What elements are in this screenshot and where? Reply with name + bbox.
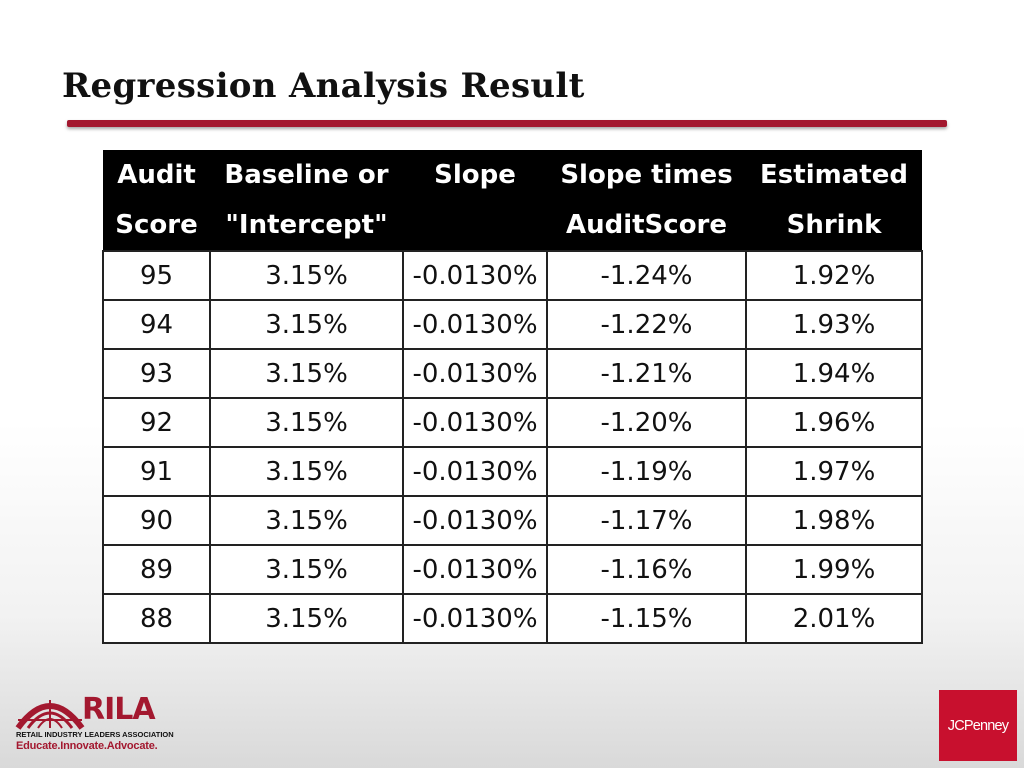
- cell-slope: -0.0130%: [402, 544, 548, 595]
- table-body: 95 3.15% -0.0130% -1.24% 1.92% 94 3.15% …: [102, 250, 923, 644]
- cell-slope: -0.0130%: [402, 495, 548, 546]
- cell-slope: -0.0130%: [402, 299, 548, 350]
- slide-title: Regression Analysis Result: [62, 66, 585, 106]
- cell-estimated-shrink: 1.94%: [745, 348, 923, 399]
- regression-table: Audit Baseline or Slope Slope times Esti…: [102, 150, 923, 644]
- cell-estimated-shrink: 2.01%: [745, 593, 923, 644]
- cell-audit-score: 91: [102, 446, 211, 497]
- cell-audit-score: 88: [102, 593, 211, 644]
- cell-estimated-shrink: 1.96%: [745, 397, 923, 448]
- cell-estimated-shrink: 1.99%: [745, 544, 923, 595]
- jcpenney-wordmark: JCPenney: [947, 717, 1009, 734]
- cell-slope: -0.0130%: [402, 397, 548, 448]
- table-row: 95 3.15% -0.0130% -1.24% 1.92%: [102, 250, 923, 301]
- header-audit-score-line2: Score: [103, 200, 210, 251]
- header-slope-line2: [403, 200, 547, 251]
- cell-slope-times-score: -1.15%: [546, 593, 747, 644]
- table-row: 88 3.15% -0.0130% -1.15% 2.01%: [102, 593, 923, 644]
- cell-baseline: 3.15%: [209, 299, 404, 350]
- table-row: 89 3.15% -0.0130% -1.16% 1.99%: [102, 544, 923, 595]
- cell-estimated-shrink: 1.97%: [745, 446, 923, 497]
- cell-slope-times-score: -1.22%: [546, 299, 747, 350]
- header-audit-score-line1: Audit: [103, 150, 210, 200]
- table-header: Audit Baseline or Slope Slope times Esti…: [103, 150, 922, 251]
- cell-slope: -0.0130%: [402, 250, 548, 301]
- header-row-2: Score "Intercept" AuditScore Shrink: [103, 200, 922, 251]
- table-row: 94 3.15% -0.0130% -1.22% 1.93%: [102, 299, 923, 350]
- cell-audit-score: 94: [102, 299, 211, 350]
- rila-subtitle: RETAIL INDUSTRY LEADERS ASSOCIATION: [16, 730, 174, 739]
- table-row: 92 3.15% -0.0130% -1.20% 1.96%: [102, 397, 923, 448]
- cell-audit-score: 95: [102, 250, 211, 301]
- rila-logo: RILA RETAIL INDUSTRY LEADERS ASSOCIATION…: [14, 690, 174, 754]
- cell-baseline: 3.15%: [209, 348, 404, 399]
- cell-estimated-shrink: 1.93%: [745, 299, 923, 350]
- cell-slope-times-score: -1.21%: [546, 348, 747, 399]
- header-baseline-line2: "Intercept": [210, 200, 403, 251]
- cell-estimated-shrink: 1.98%: [745, 495, 923, 546]
- table-row: 90 3.15% -0.0130% -1.17% 1.98%: [102, 495, 923, 546]
- header-slope-times-line2: AuditScore: [547, 200, 746, 251]
- cell-audit-score: 92: [102, 397, 211, 448]
- header-estimated-shrink-line2: Shrink: [746, 200, 922, 251]
- cell-baseline: 3.15%: [209, 446, 404, 497]
- rila-globe-icon: [15, 700, 85, 730]
- table-row: 93 3.15% -0.0130% -1.21% 1.94%: [102, 348, 923, 399]
- cell-slope-times-score: -1.20%: [546, 397, 747, 448]
- cell-baseline: 3.15%: [209, 544, 404, 595]
- cell-slope: -0.0130%: [402, 446, 548, 497]
- rila-wordmark: RILA: [82, 692, 156, 727]
- cell-slope-times-score: -1.16%: [546, 544, 747, 595]
- header-slope-times-line1: Slope times: [547, 150, 746, 200]
- cell-baseline: 3.15%: [209, 593, 404, 644]
- cell-baseline: 3.15%: [209, 250, 404, 301]
- cell-audit-score: 90: [102, 495, 211, 546]
- rila-tagline: Educate.Innovate.Advocate.: [16, 740, 158, 752]
- cell-audit-score: 93: [102, 348, 211, 399]
- cell-baseline: 3.15%: [209, 397, 404, 448]
- cell-audit-score: 89: [102, 544, 211, 595]
- cell-slope-times-score: -1.17%: [546, 495, 747, 546]
- cell-slope: -0.0130%: [402, 593, 548, 644]
- title-underline: [67, 120, 947, 127]
- table-row: 91 3.15% -0.0130% -1.19% 1.97%: [102, 446, 923, 497]
- cell-slope-times-score: -1.19%: [546, 446, 747, 497]
- header-slope-line1: Slope: [403, 150, 547, 200]
- cell-slope: -0.0130%: [402, 348, 548, 399]
- cell-estimated-shrink: 1.92%: [745, 250, 923, 301]
- cell-slope-times-score: -1.24%: [546, 250, 747, 301]
- header-baseline-line1: Baseline or: [210, 150, 403, 200]
- cell-baseline: 3.15%: [209, 495, 404, 546]
- jcpenney-logo: JCPenney: [939, 690, 1017, 761]
- header-row-1: Audit Baseline or Slope Slope times Esti…: [103, 150, 922, 200]
- header-estimated-shrink-line1: Estimated: [746, 150, 922, 200]
